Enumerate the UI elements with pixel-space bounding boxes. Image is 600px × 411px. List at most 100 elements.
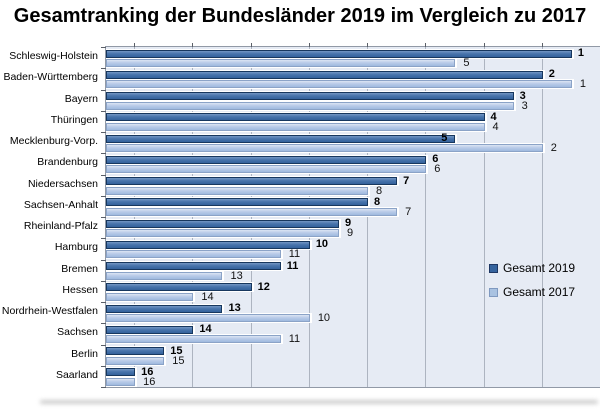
- bar-2017: [106, 250, 281, 259]
- value-label-2017: 6: [434, 163, 441, 176]
- axis-tick: [101, 280, 106, 282]
- value-label-2019: 2: [548, 68, 555, 81]
- value-label-2017: 15: [172, 354, 185, 367]
- category-label: Niedersachsen: [27, 177, 98, 190]
- axis-tick: [101, 238, 106, 240]
- bar-row: 10 11: [106, 238, 600, 261]
- axis-tick: [101, 302, 106, 303]
- axis-tick: [192, 43, 194, 47]
- bar-2019-outline: [106, 367, 138, 378]
- legend: Gesamt 2019 Gesamt 2017: [489, 262, 575, 310]
- category-label: Sachsen-Anhalt: [23, 198, 98, 211]
- bar-2017-outline: [106, 270, 225, 281]
- bar-2019: [106, 92, 514, 100]
- value-label-2019: 11: [286, 259, 299, 272]
- bar-2017: [106, 314, 310, 322]
- value-label-2019: 6: [432, 153, 439, 166]
- bar-row: 11 13: [106, 260, 600, 281]
- category-label: Thüringen: [50, 113, 98, 126]
- bar-2017: [106, 80, 572, 89]
- value-label-2019: 15: [170, 344, 183, 357]
- bar-2019-outline: [106, 303, 225, 314]
- value-label-2019: 16: [141, 365, 154, 378]
- bar-2017: [106, 101, 514, 110]
- bar-2017: [106, 377, 136, 386]
- bar-2017-outline: [106, 376, 138, 387]
- value-gridline: [192, 47, 194, 387]
- bar-2019-outline: [106, 282, 254, 293]
- value-gridline: [134, 47, 136, 387]
- bar-2017-outline: [106, 58, 458, 68]
- category-label: Schleswig-Holstein: [9, 50, 98, 62]
- bar-2019-outline: [106, 197, 371, 208]
- legend-label-2019: Gesamt 2019: [503, 261, 576, 275]
- value-label-2017: 11: [288, 333, 301, 346]
- category-label: Baden-Württemberg: [3, 71, 98, 84]
- value-label-2019: 13: [228, 302, 241, 314]
- legend-item-gesamt-2017: Gesamt 2017: [489, 286, 575, 298]
- bar-2019: [106, 155, 427, 164]
- plot-area: 1 5 2 1 3 3 4 4 5 2 6 6 7 8 8 7 9 9 10 11 11 13 12 14 13 10 14 11 15…: [101, 43, 600, 388]
- bar-2017: [106, 292, 194, 301]
- value-label-2019: 8: [374, 195, 381, 208]
- bar-2017: [106, 335, 281, 344]
- bar-2017: [106, 271, 223, 280]
- bar-2017-outline: [106, 100, 516, 111]
- value-label-2019: 5: [441, 132, 448, 144]
- value-gridline: [541, 47, 543, 387]
- bar-2019: [106, 325, 194, 334]
- value-gridline: [425, 47, 427, 387]
- bar-2019-outline: [106, 112, 487, 123]
- value-label-2017: 13: [230, 269, 243, 282]
- bar-2019-outline: [106, 261, 283, 271]
- category-label: Brandenburg: [37, 156, 98, 169]
- axis-tick: [425, 43, 427, 47]
- bar-2017-outline: [106, 206, 400, 217]
- value-label-2017: 11: [288, 248, 301, 261]
- bar-row: 12 14: [106, 281, 600, 302]
- bar-2019-outline: [106, 48, 574, 59]
- category-label: Sachsen: [57, 326, 98, 339]
- axis-tick: [101, 344, 106, 346]
- axis-tick: [101, 217, 106, 218]
- bar-2019-outline: [106, 239, 312, 250]
- axis-tick: [101, 323, 106, 325]
- value-gridline: [250, 47, 252, 387]
- axis-tick: [101, 195, 106, 197]
- bar-2017: [106, 165, 427, 174]
- bar-2019-outline: [106, 218, 341, 229]
- bar-2017-outline: [106, 121, 487, 132]
- axis-tick: [250, 43, 252, 47]
- bar-2019: [106, 198, 369, 207]
- axis-tick: [101, 68, 106, 70]
- chart-title: Gesamtranking der Bundesländer 2019 im V…: [13, 5, 587, 27]
- category-label: Hamburg: [54, 241, 98, 254]
- value-label-2019: 9: [344, 217, 352, 229]
- bar-2017-outline: [106, 313, 312, 323]
- bar-2019: [106, 283, 252, 292]
- value-label-2017: 14: [201, 290, 214, 303]
- bar-2019: [106, 262, 281, 270]
- bar-2019-outline: [106, 346, 167, 356]
- value-label-2017: 3: [521, 99, 528, 112]
- bar-2017: [106, 186, 369, 195]
- axis-tick: [101, 387, 106, 388]
- bar-2019-outline: [106, 133, 458, 144]
- value-label-2019: 10: [315, 238, 329, 251]
- bar-2019-outline: [106, 176, 400, 186]
- value-gridline: [308, 47, 310, 387]
- bar-2017-outline: [106, 355, 167, 366]
- chart-drop-shadow: [40, 400, 598, 404]
- value-label-2017: 5: [463, 57, 470, 69]
- bar-row: 15 15: [106, 345, 600, 366]
- value-label-2019: 3: [519, 89, 526, 102]
- bar-2017: [106, 144, 543, 152]
- value-label-2017: 4: [492, 120, 499, 133]
- axis-tick: [483, 43, 485, 47]
- category-label: Bayern: [64, 92, 98, 105]
- axis-tick: [101, 174, 106, 176]
